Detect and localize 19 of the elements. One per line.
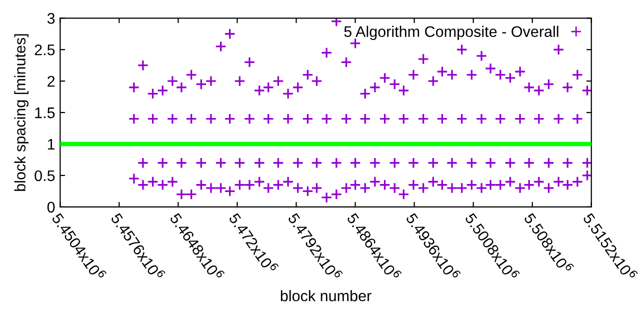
y-tick-label: 1 xyxy=(48,139,55,150)
x-axis-title: block number xyxy=(280,290,372,302)
y-tick-label: 1.5 xyxy=(35,108,55,118)
y-tick-label: 0.5 xyxy=(34,170,55,182)
x-tick-label: 5.4936x10$^{6}$ xyxy=(406,210,462,282)
x-tick-label: 5.5152x10$^{6}$ xyxy=(582,210,638,282)
x-tick-label: 5.4576x10$^{6}$ xyxy=(110,210,166,282)
y-tick-label: 3 xyxy=(47,13,55,24)
y-axis-title: block spacing [minutes] xyxy=(14,34,29,191)
x-tick-label: 5.4792x10$^{6}$ xyxy=(288,210,344,282)
legend-label: 5 Algorithm Composite - Overall xyxy=(344,26,558,40)
y-tick-label: 0 xyxy=(47,202,55,213)
x-tick-label: 5.4864x10$^{6}$ xyxy=(346,210,402,282)
x-tick-label: 5.4648x10$^{6}$ xyxy=(169,210,226,282)
y-tick-label: 2 xyxy=(48,76,55,87)
x-tick-label: 5.508x10$^{6}$ xyxy=(524,210,574,275)
x-tick-label: 5.472x10$^{6}$ xyxy=(228,210,280,275)
x-tick-label: 5.5008x10$^{6}$ xyxy=(464,210,520,282)
y-tick-label: 2.5 xyxy=(34,44,55,56)
